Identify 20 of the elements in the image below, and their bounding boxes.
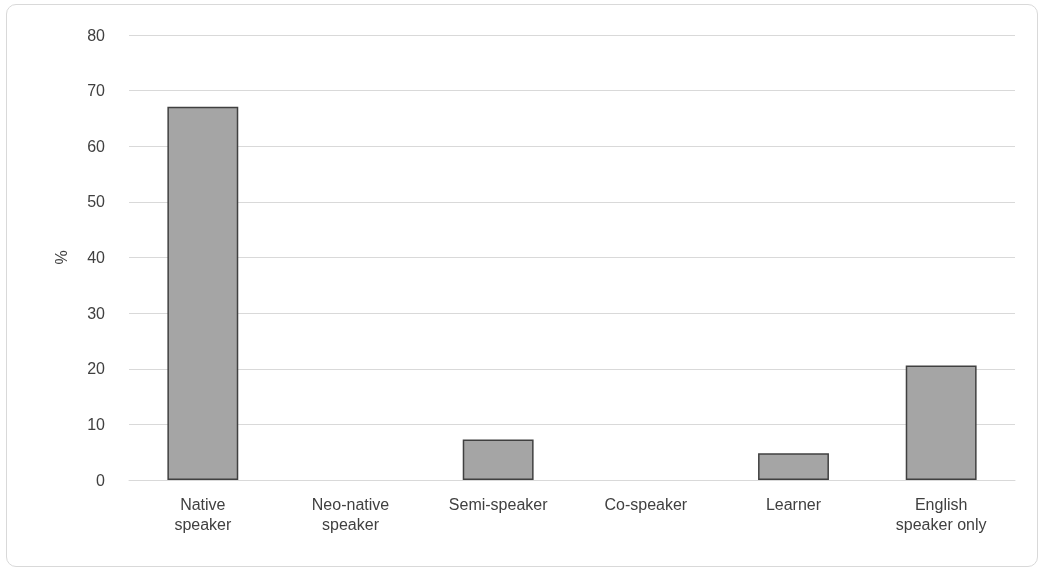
bar	[905, 365, 977, 480]
bar	[167, 106, 239, 480]
y-tick-label: 0	[96, 471, 106, 489]
y-tick-label: 80	[87, 26, 106, 44]
y-tick-label: 30	[87, 304, 106, 322]
y-tick-label: 60	[87, 137, 106, 155]
y-tick-label: 70	[87, 82, 106, 100]
y-tick-label: 50	[87, 193, 106, 211]
x-tick-label: Native speaker	[174, 495, 232, 533]
x-tick-label: Learner	[765, 495, 822, 513]
y-axis-title: %	[52, 250, 70, 265]
y-tick-label: 40	[87, 249, 106, 266]
y-tick-label: 20	[87, 360, 106, 378]
x-tick-label: English speaker only	[895, 495, 987, 533]
x-tick-label: Neo-native speaker	[311, 495, 390, 533]
y-tick-label: 10	[87, 415, 106, 433]
x-tick-label: Semi-speaker	[448, 495, 549, 513]
bar	[758, 453, 829, 480]
bar	[462, 439, 534, 480]
x-tick-label: Co-speaker	[604, 495, 688, 513]
